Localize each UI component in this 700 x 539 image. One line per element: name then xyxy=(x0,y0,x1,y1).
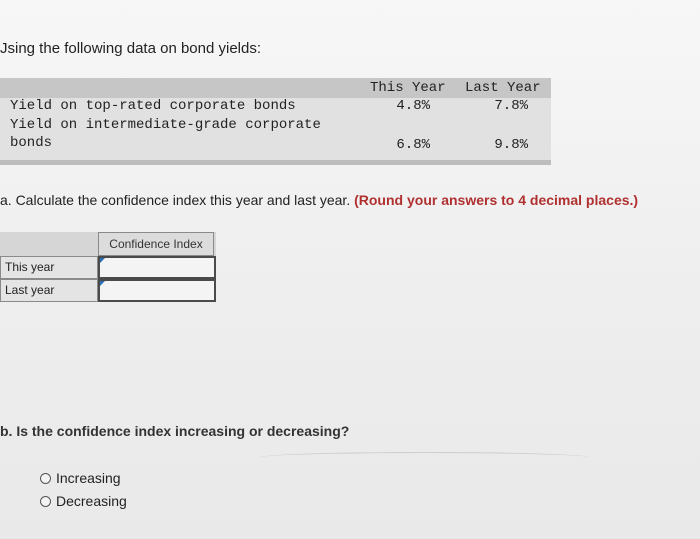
table-bottom-border xyxy=(0,160,551,165)
table-header-row xyxy=(0,78,551,98)
ci-row-label-last-year: Last year xyxy=(0,279,98,302)
question-a: a. Calculate the confidence index this y… xyxy=(0,192,638,208)
confidence-index-table: Confidence Index This year Last year xyxy=(0,232,216,302)
value-intermediate-this-year: 6.8% xyxy=(396,137,430,153)
radio-button-icon[interactable] xyxy=(40,495,51,507)
question-a-instruction: (Round your answers to 4 decimal places.… xyxy=(354,192,639,208)
question-b: b. Is the confidence index increasing or… xyxy=(0,423,350,439)
bond-yield-table: This Year Last Year Yield on top-rated c… xyxy=(0,78,551,168)
intro-text: Jsing the following data on bond yields: xyxy=(0,40,262,57)
value-intermediate-last-year: 9.8% xyxy=(494,137,528,153)
ci-input-this-year[interactable] xyxy=(98,256,216,279)
smudge-mark xyxy=(260,452,590,463)
header-last-year: Last Year xyxy=(465,80,541,96)
ci-header-label: Confidence Index xyxy=(98,232,214,256)
row-label-top-rated: Yield on top-rated corporate bonds xyxy=(10,98,296,114)
input-marker-icon xyxy=(100,258,105,263)
row-label-intermediate: Yield on intermediate-grade corporate xyxy=(10,117,321,133)
table-body xyxy=(0,98,551,160)
option-increasing-label: Increasing xyxy=(56,470,121,486)
question-a-text: a. Calculate the confidence index this y… xyxy=(0,192,351,208)
radio-button-icon[interactable] xyxy=(40,472,51,484)
ci-input-last-year[interactable] xyxy=(98,279,216,302)
input-marker-icon xyxy=(100,281,105,286)
header-this-year: This Year xyxy=(370,80,446,96)
value-top-rated-this-year: 4.8% xyxy=(396,98,430,114)
option-decreasing[interactable]: Decreasing xyxy=(40,491,127,511)
ci-row-label-this-year: This year xyxy=(0,256,98,279)
row-label-intermediate-cont: bonds xyxy=(10,135,53,151)
option-increasing[interactable]: Increasing xyxy=(40,468,121,488)
option-decreasing-label: Decreasing xyxy=(56,493,127,509)
value-top-rated-last-year: 7.8% xyxy=(494,98,528,114)
